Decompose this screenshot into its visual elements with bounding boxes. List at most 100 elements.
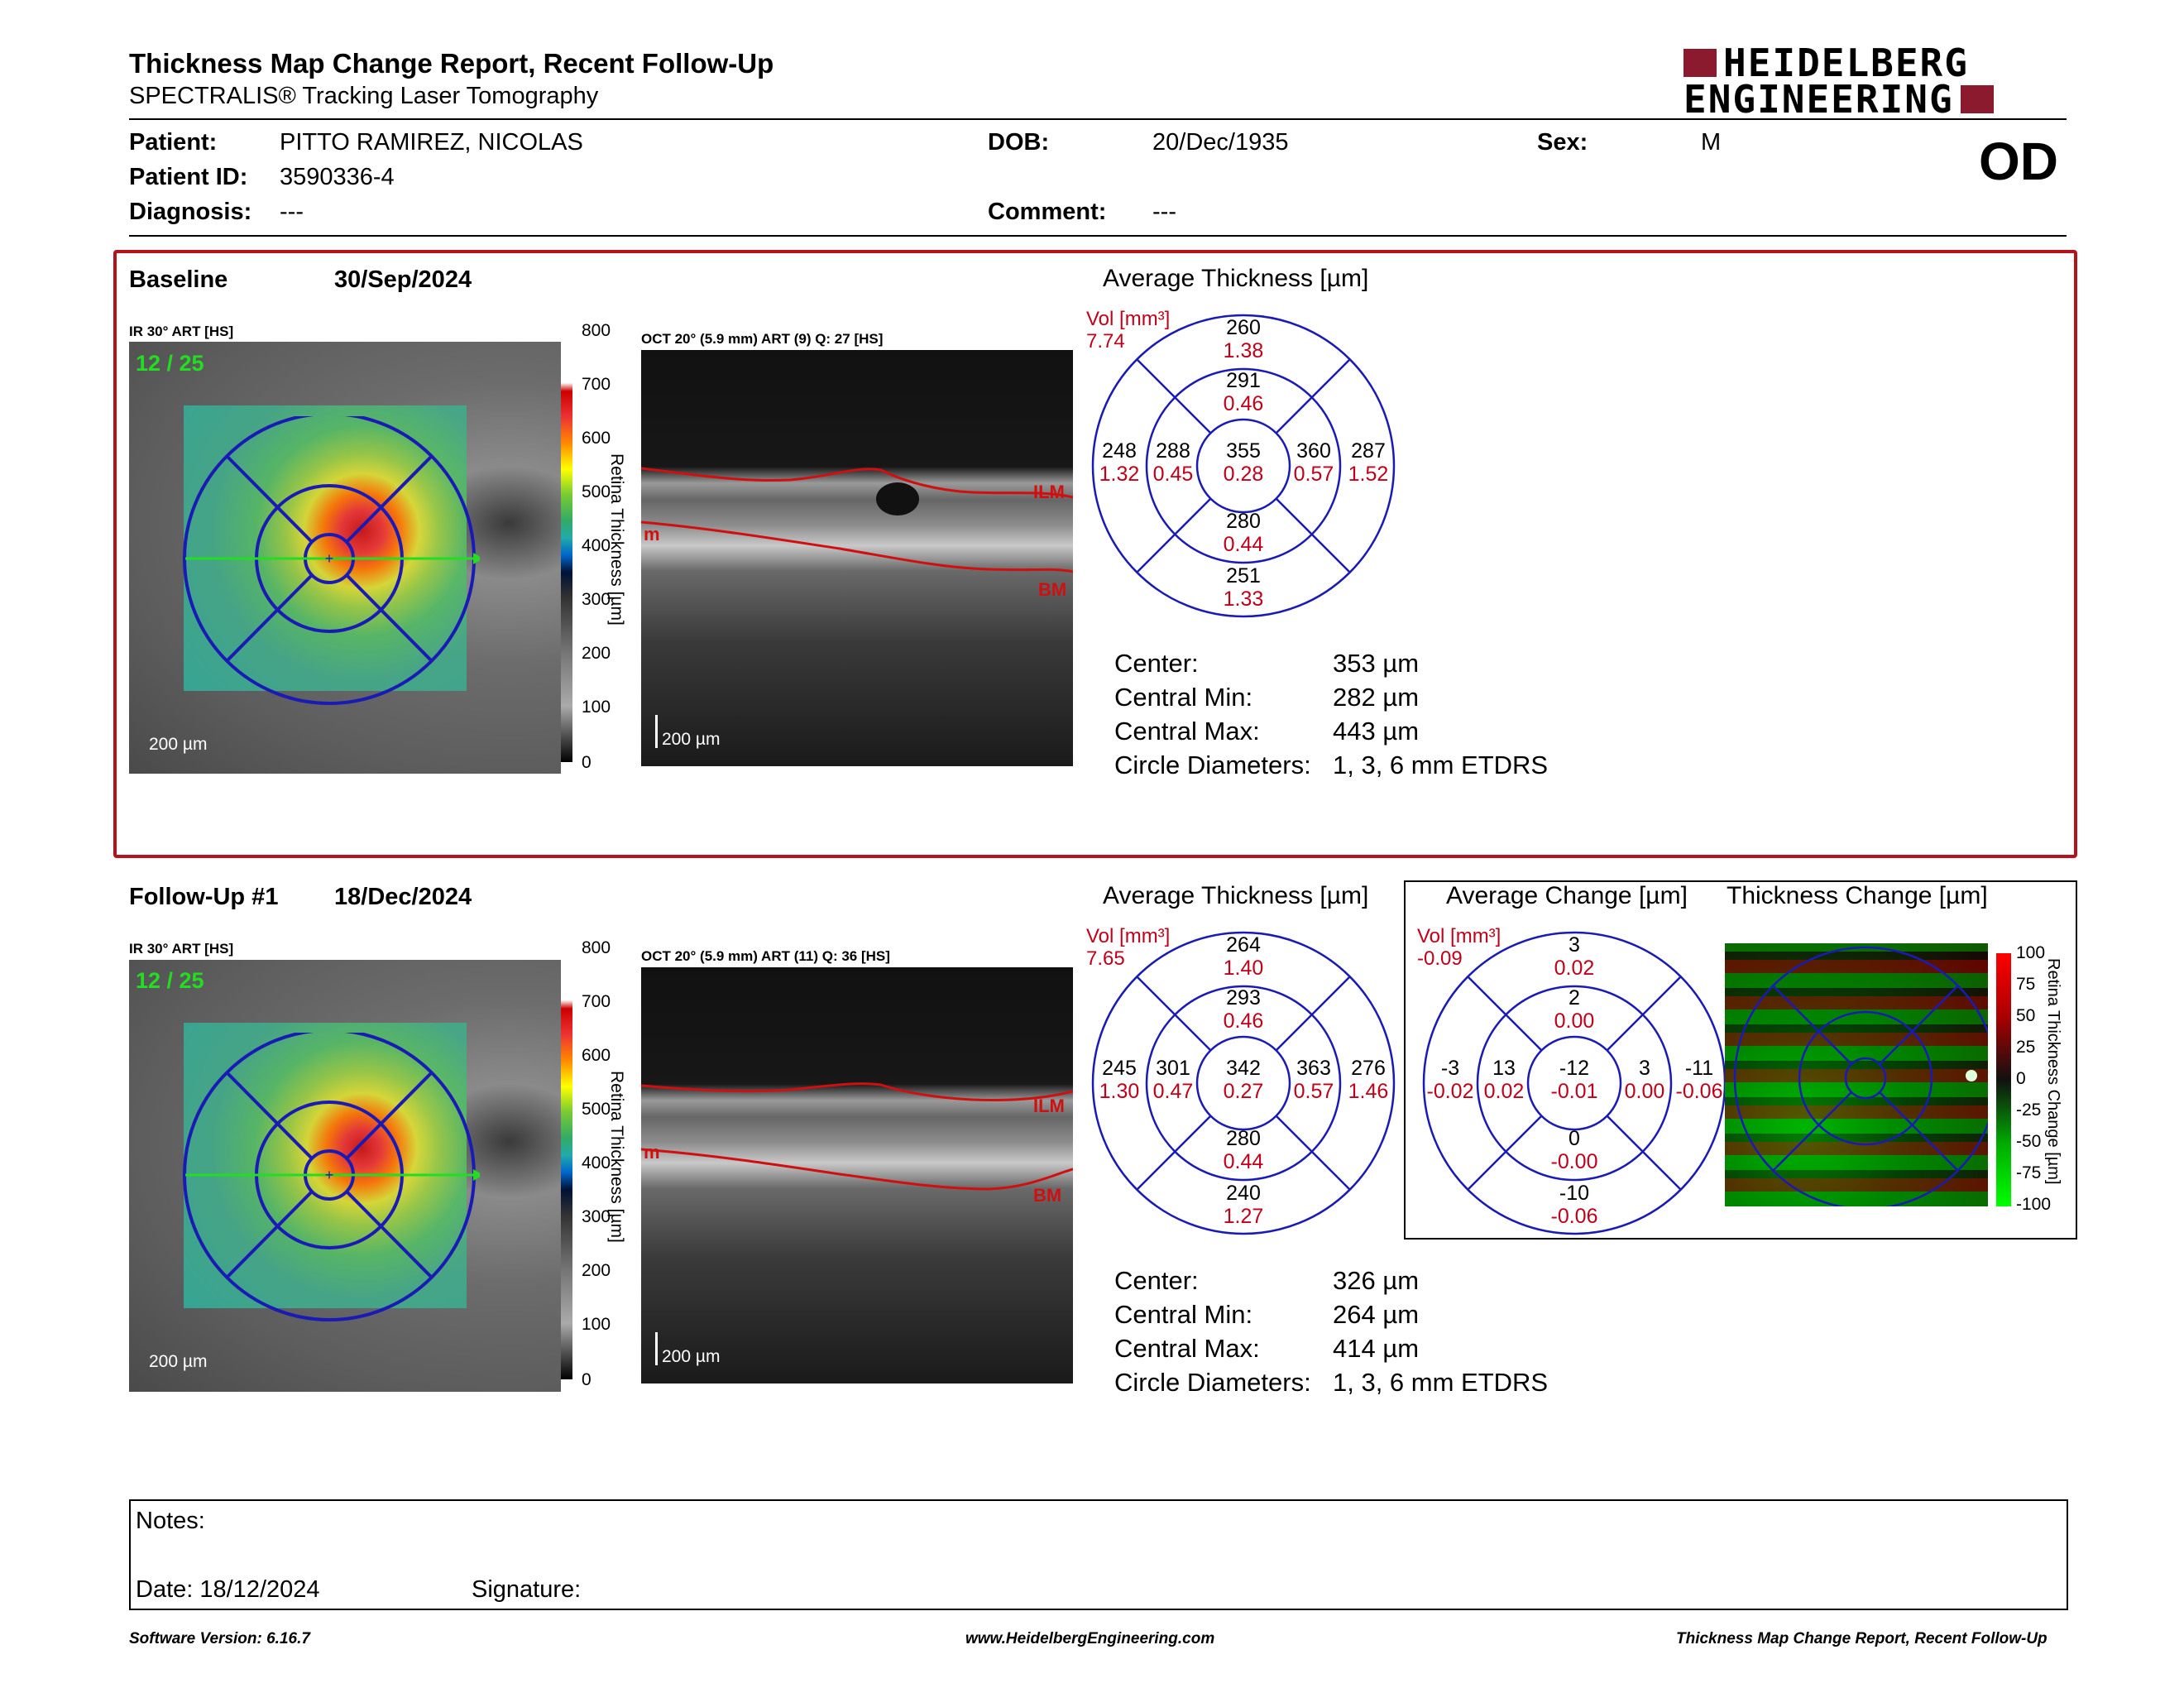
change-vol-block: Vol [mm³] -0.09 — [1417, 925, 1501, 970]
followup-vol-value: 7.65 — [1086, 947, 1125, 970]
baseline-vol-value: 7.74 — [1086, 330, 1125, 352]
followup-stat-label: Center: — [1114, 1266, 1199, 1295]
notes-box[interactable] — [129, 1499, 2068, 1610]
followup-avg-thickness-title: Average Thickness [µm] — [1103, 882, 1369, 909]
thickness-change-map — [1725, 943, 1988, 1206]
baseline-sector-outer-left: 248 1.32 — [1099, 439, 1140, 486]
change-sector-outer-bottom: -10 -0.06 — [1550, 1182, 1598, 1228]
baseline-bm-label: BM — [1038, 579, 1067, 600]
followup-bm-label: BM — [1033, 1185, 1062, 1206]
followup-etdrs-overlay: + — [183, 1033, 480, 1321]
baseline-oct-scale-bar — [655, 715, 658, 748]
baseline-sector-outer-right: 287 1.52 — [1348, 439, 1389, 486]
baseline-stat-value: 1, 3, 6 mm ETDRS — [1333, 750, 1549, 779]
colorbar-tick: 0 — [582, 753, 592, 772]
baseline-m-label: m — [644, 524, 660, 544]
colorbar-tick: 200 — [582, 1261, 611, 1280]
baseline-etdrs-grid — [1091, 314, 1396, 618]
followup-oct-segmentation — [641, 1082, 1073, 1191]
header-divider — [129, 118, 2067, 120]
footer-website-link[interactable]: www.HeidelbergEngineering.com — [965, 1630, 1215, 1647]
followup-stat-value: 264 µm — [1333, 1300, 1420, 1329]
followup-m-label: m — [644, 1142, 660, 1163]
colorbar-tick: 100 — [582, 698, 611, 717]
change-colorbar-tick: 50 — [2016, 1006, 2036, 1025]
footer-report-name: Thickness Map Change Report, Recent Foll… — [1676, 1630, 2048, 1647]
followup-label: Follow-Up #1 — [129, 884, 279, 910]
change-sector-inner-top: 2 0.00 — [1554, 986, 1595, 1033]
baseline-stat-value: 353 µm — [1333, 649, 1420, 678]
followup-stat-value: 1, 3, 6 mm ETDRS — [1333, 1368, 1549, 1397]
change-vol-label: Vol [mm³] — [1417, 925, 1502, 947]
logo-square-icon — [1684, 49, 1717, 77]
baseline-vol-label: Vol [mm³] — [1086, 308, 1171, 330]
baseline-date: 30/Sep/2024 — [334, 266, 472, 293]
patient-label: Patient: — [129, 129, 218, 156]
change-vol-value: -0.09 — [1417, 947, 1463, 970]
followup-sector-outer-bottom: 240 1.27 — [1223, 1182, 1264, 1228]
baseline-oct-caption: OCT 20° (5.9 mm) ART (9) Q: 27 [HS] — [641, 331, 884, 347]
report-title: Thickness Map Change Report, Recent Foll… — [129, 48, 774, 79]
followup-date: 18/Dec/2024 — [334, 884, 472, 910]
baseline-oct-bscan-image — [641, 350, 1073, 766]
followup-stat-label: Central Max: — [1114, 1334, 1260, 1363]
baseline-label: Baseline — [129, 266, 228, 293]
baseline-thickness-colorbar — [561, 331, 572, 762]
logo-line1: HEIDELBERG — [1723, 41, 1969, 85]
change-colorbar-tick: 0 — [2016, 1069, 2026, 1088]
colorbar-tick: 0 — [582, 1370, 592, 1389]
baseline-ilm-label: ILM — [1033, 482, 1065, 502]
sex-label: Sex: — [1537, 129, 1588, 156]
baseline-etdrs-overlay: + — [183, 416, 480, 705]
baseline-oct-scale: 200 µm — [662, 730, 721, 749]
change-sector-outer-top: 3 0.02 — [1554, 933, 1595, 980]
patient-id-label: Patient ID: — [129, 164, 248, 190]
baseline-oct-segmentation — [641, 467, 1073, 573]
followup-sector-inner-bottom: 280 0.44 — [1223, 1127, 1264, 1173]
change-colorbar-tick: 75 — [2016, 975, 2036, 994]
change-sector-outer-right: -11 -0.06 — [1675, 1057, 1723, 1103]
colorbar-tick: 200 — [582, 644, 611, 663]
followup-sector-inner-right: 363 0.57 — [1293, 1057, 1334, 1103]
svg-text:+: + — [325, 1167, 334, 1183]
followup-thickness-colorbar — [561, 948, 572, 1379]
followup-vol-label: Vol [mm³] — [1086, 925, 1171, 947]
colorbar-tick: 100 — [582, 1315, 611, 1334]
change-colorbar-tick: 25 — [2016, 1038, 2036, 1057]
baseline-vol-block: Vol [mm³] 7.74 — [1086, 308, 1170, 352]
average-change-title: Average Change [µm] — [1446, 882, 1688, 909]
baseline-sector-inner-bottom: 280 0.44 — [1223, 510, 1264, 556]
followup-vol-block: Vol [mm³] 7.65 — [1086, 925, 1170, 970]
change-sector-inner-right: 3 0.00 — [1624, 1057, 1665, 1103]
baseline-ir-scale: 200 µm — [149, 735, 208, 754]
colorbar-tick: 500 — [582, 482, 611, 501]
baseline-sector-outer-bottom: 251 1.33 — [1223, 564, 1264, 611]
colorbar-tick: 700 — [582, 992, 611, 1011]
change-sector-inner-left: 13 0.02 — [1483, 1057, 1525, 1103]
baseline-sector-outer-top: 260 1.38 — [1223, 316, 1264, 362]
baseline-stat-label: Center: — [1114, 649, 1199, 678]
followup-frame-count: 12 / 25 — [136, 968, 204, 993]
thickness-change-colorbar — [1996, 953, 2011, 1206]
change-sector-center: -12 -0.01 — [1550, 1057, 1598, 1103]
patient-id: 3590336-4 — [280, 164, 395, 190]
colorbar-tick: 800 — [582, 321, 611, 340]
logo-line2: ENGINEERING — [1684, 77, 1954, 122]
eye-indicator: OD — [1979, 132, 2058, 191]
followup-ir-scale: 200 µm — [149, 1352, 208, 1371]
sex-value: M — [1701, 129, 1722, 156]
change-colorbar-tick: 100 — [2016, 943, 2046, 962]
diagnosis-label: Diagnosis: — [129, 199, 252, 225]
dob-value: 20/Dec/1935 — [1152, 129, 1289, 156]
change-colorbar-label: Retina Thickness Change [µm] — [2044, 958, 2062, 1185]
colorbar-tick: 800 — [582, 938, 611, 957]
patient-divider — [129, 235, 2067, 237]
logo-square-icon — [1960, 85, 1994, 113]
followup-sector-outer-left: 245 1.30 — [1099, 1057, 1140, 1103]
footer-software-version: Software Version: 6.16.7 — [129, 1630, 310, 1647]
dob-label: DOB: — [988, 129, 1050, 156]
notes-label: Notes: — [136, 1508, 205, 1534]
comment-label: Comment: — [988, 199, 1107, 225]
followup-colorbar-label: Retina Thickness [µm] — [607, 1071, 626, 1243]
baseline-frame-count: 12 / 25 — [136, 351, 204, 376]
